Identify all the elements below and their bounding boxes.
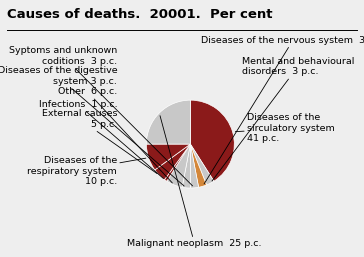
- Wedge shape: [146, 144, 190, 170]
- Text: Malignant neoplasm  25 p.c.: Malignant neoplasm 25 p.c.: [127, 116, 262, 248]
- Text: Mental and behavioural
disorders  3 p.c.: Mental and behavioural disorders 3 p.c.: [212, 57, 354, 181]
- Wedge shape: [146, 100, 190, 144]
- Wedge shape: [190, 144, 206, 187]
- Text: Diseases of the
respiratory system
10 p.c.: Diseases of the respiratory system 10 p.…: [27, 157, 146, 186]
- Text: Diseases of the
sirculatory system
41 p.c.: Diseases of the sirculatory system 41 p.…: [236, 114, 335, 143]
- Wedge shape: [190, 144, 214, 185]
- Text: Diseases of the digestive
system 3 p.c.: Diseases of the digestive system 3 p.c.: [0, 66, 184, 186]
- Wedge shape: [182, 144, 190, 188]
- Wedge shape: [155, 144, 190, 180]
- Text: Diseases of the nervous system  3 p.c.: Diseases of the nervous system 3 p.c.: [201, 36, 364, 184]
- Text: Infections  1 p.c.: Infections 1 p.c.: [39, 100, 163, 179]
- Text: External causes
5 p.c.: External causes 5 p.c.: [41, 109, 157, 173]
- Wedge shape: [165, 144, 190, 181]
- Wedge shape: [190, 144, 199, 188]
- Wedge shape: [167, 144, 190, 187]
- Wedge shape: [190, 100, 234, 181]
- Text: Syptoms and unknown
coditions  3 p.c.: Syptoms and unknown coditions 3 p.c.: [9, 47, 193, 186]
- Text: Causes of deaths.  20001.  Per cent: Causes of deaths. 20001. Per cent: [7, 8, 273, 21]
- Text: Other  6 p.c.: Other 6 p.c.: [58, 87, 172, 183]
